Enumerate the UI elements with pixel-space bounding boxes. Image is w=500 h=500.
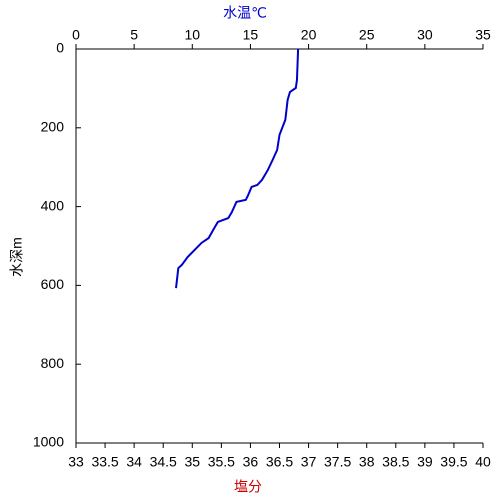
top-tick-label: 5 xyxy=(130,27,138,43)
top-tick-label: 35 xyxy=(475,27,491,43)
bottom-tick-label: 34 xyxy=(126,454,142,470)
bottom-axis-label: 塩分 xyxy=(234,479,262,495)
data-line xyxy=(175,48,300,289)
top-tick-label: 25 xyxy=(359,27,375,43)
top-tick-label: 30 xyxy=(417,27,433,43)
bottom-tick-label: 39.5 xyxy=(440,454,467,470)
bottom-tick-label: 33.5 xyxy=(91,454,118,470)
y-tick-label: 200 xyxy=(41,119,65,135)
bottom-tick-label: 38.5 xyxy=(382,454,409,470)
y-tick-label: 600 xyxy=(41,276,65,292)
top-axis-label: 水温℃ xyxy=(223,5,267,21)
bottom-tick-label: 39 xyxy=(417,454,433,470)
bottom-tick-label: 34.5 xyxy=(150,454,177,470)
bottom-tick-label: 36 xyxy=(243,454,259,470)
top-tick-label: 15 xyxy=(243,27,259,43)
bottom-tick-label: 35 xyxy=(184,454,200,470)
bottom-tick-label: 40 xyxy=(475,454,491,470)
bottom-tick-label: 33 xyxy=(68,454,84,470)
y-tick-label: 800 xyxy=(41,355,65,371)
bottom-tick-label: 36.5 xyxy=(266,454,293,470)
top-tick-label: 20 xyxy=(301,27,317,43)
bottom-tick-label: 37 xyxy=(301,454,317,470)
y-tick-label: 0 xyxy=(56,40,64,56)
top-tick-label: 10 xyxy=(184,27,200,43)
y-axis-label: 水深m xyxy=(9,237,25,277)
y-tick-label: 1000 xyxy=(33,434,64,450)
bottom-tick-label: 38 xyxy=(359,454,375,470)
y-tick-label: 400 xyxy=(41,197,65,213)
top-tick-label: 0 xyxy=(72,27,80,43)
bottom-tick-label: 37.5 xyxy=(324,454,351,470)
bottom-tick-label: 35.5 xyxy=(208,454,235,470)
